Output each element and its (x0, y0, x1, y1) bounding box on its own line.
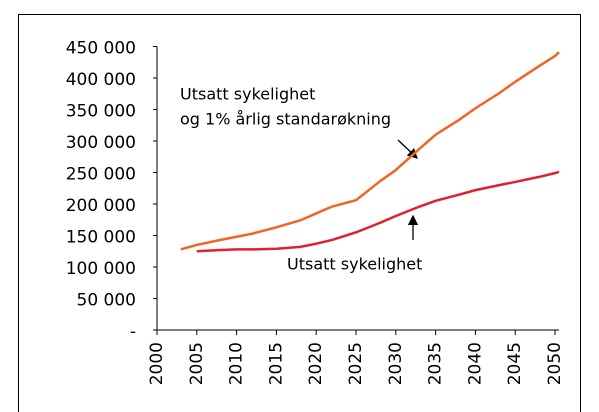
annotation: Utsatt sykelighet (287, 255, 422, 274)
series-line (180, 51, 560, 251)
x-tick-label: 2010 (227, 342, 247, 385)
x-tick-label: 2000 (147, 342, 167, 385)
x-tick-label: 2030 (386, 342, 406, 385)
frame (18, 14, 581, 412)
series-line (196, 170, 560, 253)
x-tick-label: 2015 (266, 342, 286, 385)
x-tick-label: 2040 (465, 342, 485, 385)
x-tick-label: 2005 (187, 342, 207, 385)
annotation: Utsatt sykelighet (180, 85, 315, 104)
y-tick-label: 350 000 (66, 102, 136, 122)
y-tick-label: 450 000 (66, 39, 136, 59)
y-tick-label: 200 000 (66, 196, 136, 216)
y-tick-label: 150 000 (66, 228, 136, 248)
arrow (397, 139, 418, 159)
y-tick-label: 250 000 (66, 165, 136, 185)
y-tick-label: 50 000 (77, 291, 136, 311)
x-tick-label: 2035 (426, 342, 446, 385)
y-tick-label: - (130, 322, 136, 342)
y-tick-label: 300 000 (66, 133, 136, 153)
x-tick-label: 2020 (306, 342, 326, 385)
x-tick-label: 2025 (346, 342, 366, 385)
y-tick-label: 400 000 (66, 70, 136, 90)
y-tick-label: 100 000 (66, 259, 136, 279)
x-tick-label: 2050 (545, 342, 565, 385)
annotation: og 1% årlig standarøkning (180, 110, 391, 129)
x-tick-label: 2045 (505, 342, 525, 385)
